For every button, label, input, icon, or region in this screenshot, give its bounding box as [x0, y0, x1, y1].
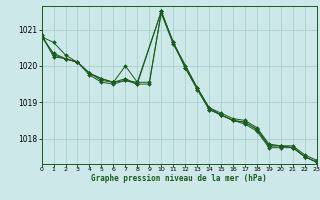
X-axis label: Graphe pression niveau de la mer (hPa): Graphe pression niveau de la mer (hPa): [91, 174, 267, 183]
